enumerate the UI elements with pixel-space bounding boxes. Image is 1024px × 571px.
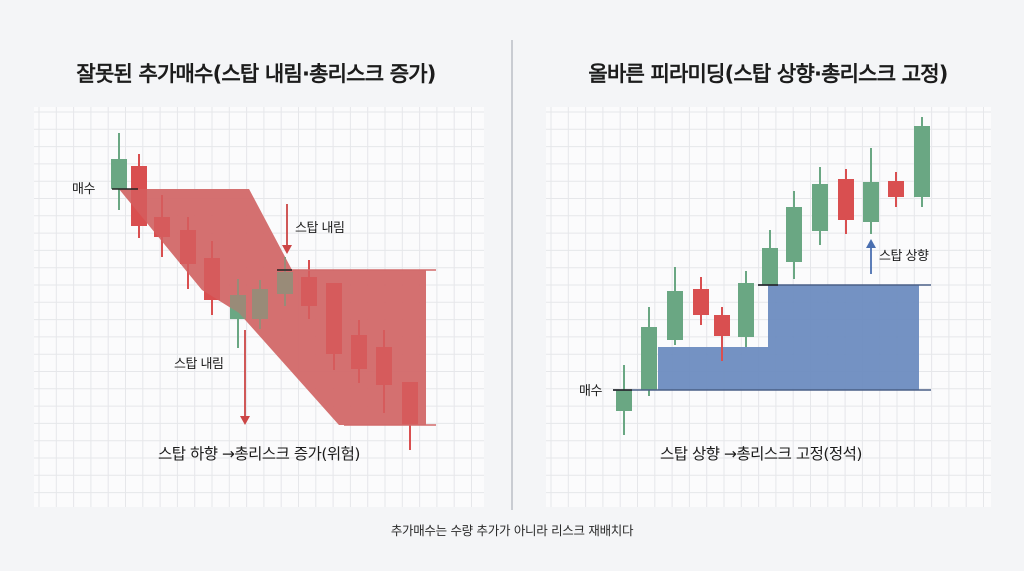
bullish-candle — [738, 271, 754, 347]
candle-body — [111, 159, 127, 189]
bullish-candle — [252, 280, 268, 329]
stop-label: 스탑 상향 — [879, 249, 929, 264]
candle-body — [616, 390, 632, 411]
candle-body — [762, 248, 778, 285]
candle-body — [204, 258, 220, 300]
candle-body — [131, 166, 147, 226]
bullish-candle — [277, 257, 293, 306]
candle-body — [230, 295, 246, 319]
candle-body — [376, 347, 392, 385]
bullish-candle — [616, 365, 632, 435]
summary-label: 스탑 상향 →총리스크 고정(정석) — [660, 445, 862, 463]
bearish-candle — [714, 307, 730, 361]
candle-body — [667, 291, 683, 340]
arrowhead-icon — [240, 416, 250, 425]
candle-body — [301, 277, 317, 306]
arrowhead-icon — [866, 239, 876, 248]
footer-caption: 추가매수는 수량 추가가 아니라 리스크 재배치다 — [390, 523, 634, 538]
candle-body — [838, 179, 854, 220]
candle-body — [277, 272, 293, 294]
bearish-candle — [204, 241, 220, 315]
candle-body — [693, 289, 709, 315]
stop-arrow — [866, 239, 876, 274]
bullish-candle — [667, 267, 683, 345]
candle-body — [914, 126, 930, 197]
bearish-candle — [326, 283, 342, 370]
candle-body — [180, 230, 196, 264]
candle-body — [326, 283, 342, 354]
bearish-candle — [154, 195, 170, 257]
candle-body — [863, 182, 879, 222]
summary-label: 스탑 하향 →총리스크 증가(위험) — [158, 445, 360, 463]
bearish-candle — [693, 277, 709, 325]
risk-zone — [658, 285, 919, 390]
bearish-candle — [402, 382, 418, 450]
bullish-candle — [111, 133, 127, 210]
bullish-candle — [914, 117, 930, 207]
candle-body — [252, 289, 268, 319]
candle-body — [812, 184, 828, 231]
candle-body — [786, 207, 802, 262]
stop-label: 스탑 내림 — [295, 221, 344, 236]
bullish-candle — [641, 307, 657, 396]
arrowhead-icon — [282, 245, 292, 254]
candle-body — [714, 315, 730, 336]
entry-label: 매수 — [72, 182, 95, 197]
bullish-candle — [786, 191, 802, 279]
left-chart-title: 잘못된 추가매수(스탑 내림·총리스크 증가) — [76, 62, 436, 86]
candle-body — [738, 283, 754, 337]
bullish-candle — [762, 230, 778, 285]
bearish-candle — [131, 154, 147, 238]
stop-arrow — [240, 330, 250, 425]
candle-body — [641, 327, 657, 390]
bullish-candle — [863, 148, 879, 234]
risk-zone-overlay — [119, 189, 426, 425]
candle-body — [402, 382, 418, 425]
right-chart-title: 올바른 피라미딩(스탑 상향·총리스크 고정) — [588, 62, 948, 86]
bullish-candle — [230, 279, 246, 348]
bullish-candle — [812, 167, 828, 245]
bearish-candle — [180, 217, 196, 289]
entry-label: 매수 — [579, 384, 602, 399]
candle-body — [154, 217, 170, 237]
candle-body — [351, 335, 367, 369]
stop-arrow — [282, 204, 292, 254]
candle-body — [888, 181, 904, 197]
bearish-candle — [351, 320, 367, 383]
stop-label: 스탑 내림 — [174, 357, 223, 372]
bearish-candle — [376, 330, 392, 413]
bearish-candle — [888, 172, 904, 207]
panel-divider — [511, 40, 513, 510]
bearish-candle — [838, 169, 854, 234]
wrong-averaging-chart: 매수 스탑 내림 스탑 내림 스탑 하향 →총리스크 증가(위험) — [34, 107, 484, 507]
